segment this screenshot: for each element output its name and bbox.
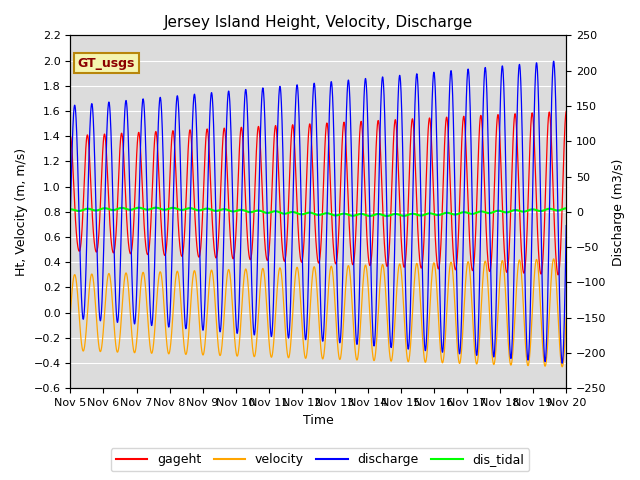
dis_tidal	[278, 210, 286, 216]
gageht	[152, 131, 160, 136]
velocity	[550, 256, 557, 262]
dis_tidal	[123, 206, 131, 212]
discharge	[559, 360, 566, 366]
discharge	[550, 58, 557, 64]
Line: dis_tidal: dis_tidal	[70, 208, 566, 216]
gageht	[499, 222, 507, 228]
dis_tidal	[563, 205, 570, 211]
velocity	[499, 260, 507, 265]
discharge	[257, 127, 264, 133]
discharge	[152, 191, 160, 196]
velocity	[563, 315, 570, 321]
gageht	[552, 262, 560, 268]
dis_tidal	[67, 206, 74, 212]
dis_tidal	[553, 207, 561, 213]
Line: gageht: gageht	[70, 111, 566, 275]
discharge	[67, 209, 74, 215]
gageht	[257, 147, 264, 153]
velocity	[257, 281, 264, 287]
gageht	[278, 241, 286, 247]
Title: Jersey Island Height, Velocity, Discharge: Jersey Island Height, Velocity, Discharg…	[164, 15, 473, 30]
Legend: gageht, velocity, discharge, dis_tidal: gageht, velocity, discharge, dis_tidal	[111, 448, 529, 471]
discharge	[553, 140, 561, 146]
dis_tidal	[152, 205, 160, 211]
dis_tidal	[153, 205, 161, 211]
velocity	[152, 303, 160, 309]
gageht	[123, 220, 131, 226]
dis_tidal	[383, 213, 390, 219]
velocity	[278, 277, 286, 283]
discharge	[123, 104, 131, 110]
discharge	[499, 68, 507, 74]
discharge	[563, 223, 570, 228]
Y-axis label: Discharge (m3/s): Discharge (m3/s)	[612, 158, 625, 265]
X-axis label: Time: Time	[303, 414, 333, 427]
gageht	[554, 272, 562, 278]
velocity	[67, 310, 74, 315]
velocity	[123, 272, 131, 278]
dis_tidal	[257, 208, 264, 214]
discharge	[278, 118, 286, 124]
velocity	[553, 285, 561, 291]
Text: GT_usgs: GT_usgs	[78, 57, 135, 70]
gageht	[67, 133, 74, 139]
velocity	[559, 364, 566, 370]
Y-axis label: Ht, Velocity (m, m/s): Ht, Velocity (m, m/s)	[15, 148, 28, 276]
Line: discharge: discharge	[70, 61, 566, 363]
Line: velocity: velocity	[70, 259, 566, 367]
dis_tidal	[500, 209, 508, 215]
gageht	[563, 108, 570, 114]
